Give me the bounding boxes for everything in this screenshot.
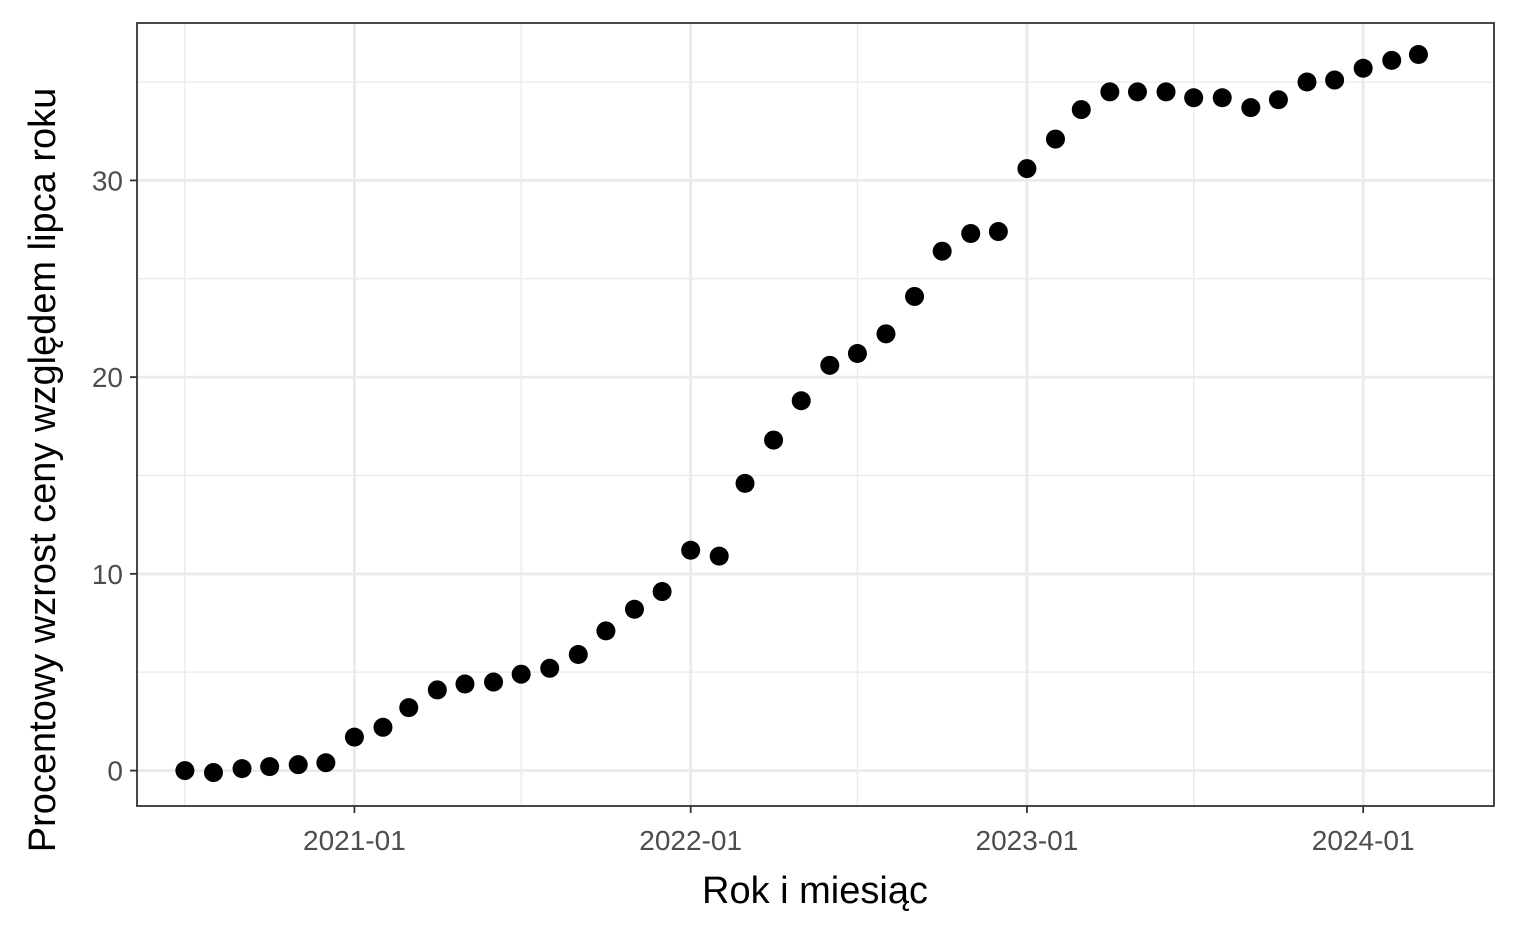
y-axis-ticks: 0 10 20 30 xyxy=(92,165,137,787)
data-point xyxy=(1184,88,1204,108)
data-point xyxy=(399,698,419,718)
x-axis-ticks: 2021-01 2022-01 2023-01 2024-01 xyxy=(303,806,1415,856)
data-point xyxy=(1212,88,1232,108)
data-point xyxy=(932,241,952,261)
y-tick-label: 20 xyxy=(92,362,123,393)
data-point xyxy=(847,344,867,364)
data-point xyxy=(1241,98,1261,118)
data-point xyxy=(876,324,896,344)
data-point xyxy=(624,599,644,619)
data-point xyxy=(652,582,672,602)
x-axis-title: Rok i miesiąc xyxy=(702,870,928,912)
data-point xyxy=(203,763,223,783)
data-point xyxy=(175,761,195,781)
data-point xyxy=(540,658,560,678)
x-tick-label: 2022-01 xyxy=(639,825,742,856)
data-point xyxy=(1071,100,1091,120)
data-point xyxy=(1353,58,1373,78)
major-gridlines xyxy=(137,23,1494,806)
data-point xyxy=(961,224,981,244)
data-point xyxy=(568,645,588,665)
data-point xyxy=(288,755,308,775)
data-point xyxy=(1325,70,1345,90)
data-point xyxy=(596,621,616,641)
data-point xyxy=(905,286,925,306)
data-point xyxy=(681,540,701,560)
data-points xyxy=(175,44,1428,783)
data-point xyxy=(1017,159,1037,179)
data-point xyxy=(1382,50,1402,70)
y-axis-title: Procentowy wzrost ceny względem lipca ro… xyxy=(22,88,64,853)
data-point xyxy=(344,727,364,747)
data-point xyxy=(427,680,447,700)
y-tick-label: 0 xyxy=(107,756,123,787)
data-point xyxy=(1100,82,1120,102)
data-point xyxy=(1045,129,1065,149)
data-point xyxy=(1297,72,1317,92)
data-point xyxy=(791,391,811,411)
minor-gridlines xyxy=(137,23,1494,806)
data-point xyxy=(373,717,393,737)
data-point xyxy=(1268,90,1288,110)
data-point xyxy=(988,222,1008,242)
x-tick-label: 2023-01 xyxy=(976,825,1079,856)
data-point xyxy=(511,664,531,684)
data-point xyxy=(1408,44,1428,64)
data-point xyxy=(455,674,475,694)
data-point xyxy=(820,355,840,375)
y-tick-label: 10 xyxy=(92,559,123,590)
data-point xyxy=(316,753,336,773)
data-point xyxy=(1156,82,1176,102)
data-point xyxy=(764,430,784,450)
data-point xyxy=(709,546,729,566)
plot-panel-border xyxy=(136,22,1495,807)
data-point xyxy=(260,757,280,777)
x-tick-label: 2024-01 xyxy=(1312,825,1415,856)
data-point xyxy=(735,473,755,493)
y-tick-label: 30 xyxy=(92,165,123,196)
data-point xyxy=(1127,82,1147,102)
data-point xyxy=(232,759,252,779)
data-point xyxy=(484,672,504,692)
x-tick-label: 2021-01 xyxy=(303,825,406,856)
